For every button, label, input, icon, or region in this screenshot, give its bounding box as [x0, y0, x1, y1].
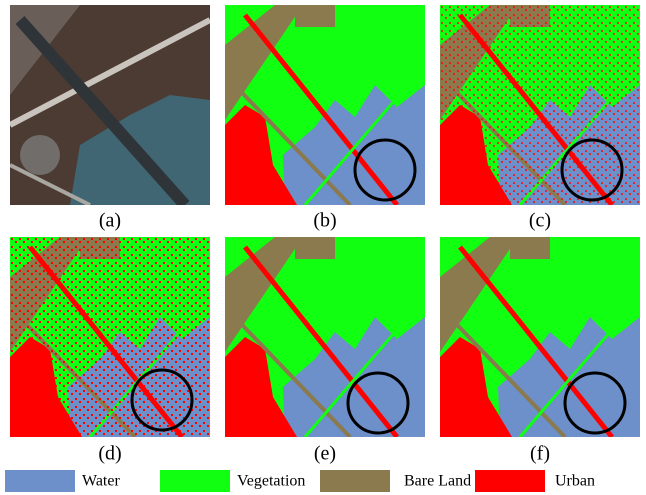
legend-swatch: [320, 470, 390, 492]
legend-swatch: [5, 470, 75, 492]
panel-image: [10, 237, 210, 437]
panel-image: [440, 5, 640, 205]
legend-swatch: [475, 470, 545, 492]
panel-image: [225, 5, 425, 205]
figure: (a) (b) (c) (d) (e) (f) Water Vegetation…: [0, 0, 646, 495]
panel-label: (e): [314, 443, 336, 465]
panel-label: (c): [529, 210, 551, 232]
panel-image: [440, 237, 640, 437]
legend-label: Bare Land: [404, 473, 471, 490]
panel-image: [225, 237, 425, 437]
panel-label: (b): [313, 210, 336, 232]
panel-label: (d): [98, 443, 121, 465]
panel-label: (f): [530, 443, 550, 465]
panel-image: [10, 5, 210, 205]
legend-label: Urban: [555, 473, 595, 490]
legend-swatch: [160, 470, 230, 492]
legend-label: Vegetation: [237, 473, 305, 490]
legend-label: Water: [82, 473, 120, 490]
panel-label: (a): [99, 210, 121, 232]
